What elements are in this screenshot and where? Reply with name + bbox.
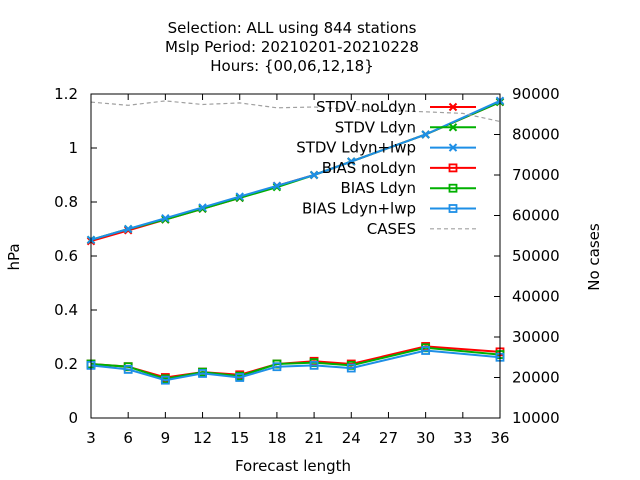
- chart-title-line-2: Mslp Period: 20210201-20210228: [165, 38, 419, 56]
- x-tick-label: 27: [379, 429, 398, 447]
- y-tick-label: 0: [68, 409, 78, 427]
- chart-title-line-1: Selection: ALL using 844 stations: [168, 19, 417, 37]
- chart-title-line-3: Hours: {00,06,12,18}: [210, 57, 374, 75]
- legend-label: STDV Ldyn+lwp: [296, 139, 416, 157]
- series-line: [90, 349, 501, 382]
- data-point: [421, 346, 431, 355]
- legend-marker: [448, 183, 458, 193]
- y-tick-label: 0.4: [54, 301, 78, 319]
- series-line: [90, 101, 501, 241]
- legend-label: BIAS noLdyn: [322, 159, 416, 177]
- y-tick-label: 0.2: [54, 355, 78, 373]
- data-point: [272, 362, 282, 372]
- data-point: [421, 130, 430, 139]
- legend-item: STDV Ldyn+lwp: [296, 139, 476, 157]
- legend-item: STDV Ldyn: [335, 118, 476, 136]
- x-tick-label: 3: [86, 429, 96, 447]
- legend-marker: [448, 204, 458, 213]
- data-point: [160, 375, 170, 385]
- legend-item: BIAS Ldyn+lwp: [302, 200, 476, 218]
- x-tick-label: 12: [193, 429, 212, 447]
- series-line: [90, 346, 501, 380]
- data-point: [161, 213, 170, 223]
- series-line: [90, 99, 501, 241]
- data-point: [272, 181, 282, 191]
- legend-label: STDV noLdyn: [316, 98, 416, 116]
- x-tick-label: 6: [123, 429, 133, 447]
- y2-tick-label: 80000: [512, 126, 560, 144]
- data-point: [347, 157, 356, 166]
- y2-tick-label: 20000: [512, 369, 560, 387]
- y2-tick-label: 50000: [512, 247, 560, 265]
- series-line: [90, 101, 501, 243]
- series-stdv-ldyn-lwp: [86, 96, 505, 245]
- y2-axis-label: No cases: [585, 223, 603, 291]
- x-axis-label: Forecast length: [235, 457, 351, 475]
- plot-frame: [90, 93, 501, 419]
- x-tick-label: 33: [453, 429, 472, 447]
- y-tick-label: 1.2: [54, 85, 78, 103]
- legend-item: BIAS Ldyn: [340, 179, 476, 197]
- legend: STDV noLdyn STDV Ldyn STDV Ldyn+lwp BIAS no…: [296, 98, 476, 238]
- legend-marker: [448, 123, 458, 132]
- legend-marker: [448, 143, 458, 152]
- legend-item: STDV noLdyn: [316, 98, 476, 116]
- y2-tick-label: 40000: [512, 288, 560, 306]
- data-point: [198, 203, 207, 212]
- data-point: [309, 360, 319, 370]
- axes: 3 6 9 12 15 18 21 24 27 30 33 3600.20.40.60.811.210…: [54, 85, 560, 447]
- x-tick-label: 9: [161, 429, 171, 447]
- legend-item: BIAS noLdyn: [322, 159, 476, 177]
- x-tick-label: 18: [267, 429, 286, 447]
- y2-tick-label: 70000: [512, 166, 560, 184]
- y-tick-label: 1: [68, 139, 78, 157]
- x-tick-label: 30: [416, 429, 435, 447]
- data-point: [198, 369, 207, 378]
- y-axis-label: hPa: [5, 243, 23, 270]
- legend-label: CASES: [367, 220, 416, 238]
- y2-tick-label: 60000: [512, 207, 560, 225]
- series-lines: [86, 96, 505, 385]
- series-line: [90, 100, 501, 123]
- data-point: [346, 363, 356, 373]
- series-stdv-ldyn: [86, 97, 505, 245]
- data-point: [123, 224, 133, 234]
- x-tick-label: 21: [305, 429, 324, 447]
- y2-tick-label: 90000: [512, 85, 560, 103]
- data-point: [309, 170, 319, 180]
- series-bias-ldyn-lwp: [86, 346, 505, 385]
- data-point: [235, 192, 244, 201]
- data-point: [123, 364, 133, 374]
- legend-label: BIAS Ldyn: [340, 179, 416, 197]
- data-point: [235, 373, 245, 382]
- legend-item: CASES: [367, 220, 476, 238]
- y2-tick-label: 30000: [512, 328, 560, 346]
- series-cases: [90, 100, 501, 123]
- legend-label: STDV Ldyn: [335, 118, 416, 136]
- legend-marker: [448, 163, 458, 173]
- legend-marker: [448, 102, 458, 112]
- x-tick-label: 36: [490, 429, 509, 447]
- y-tick-label: 0.6: [54, 247, 78, 265]
- y2-tick-label: 10000: [512, 409, 560, 427]
- legend-label: BIAS Ldyn+lwp: [302, 200, 416, 218]
- x-tick-label: 15: [230, 429, 249, 447]
- y-tick-label: 0.8: [54, 193, 78, 211]
- x-tick-label: 24: [342, 429, 361, 447]
